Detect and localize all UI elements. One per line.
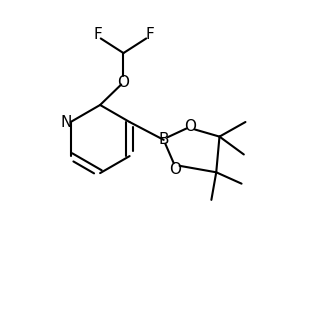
Text: O: O xyxy=(169,162,181,177)
Text: O: O xyxy=(184,119,196,134)
Text: N: N xyxy=(61,115,72,129)
Text: F: F xyxy=(93,27,102,42)
Text: O: O xyxy=(117,75,129,90)
Text: B: B xyxy=(158,132,169,148)
Text: F: F xyxy=(145,27,154,42)
